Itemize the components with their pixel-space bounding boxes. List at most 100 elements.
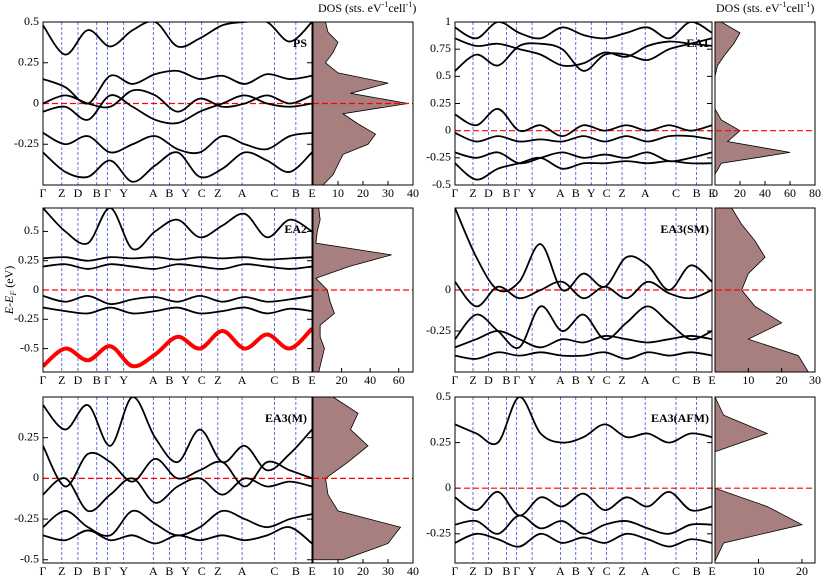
k-point-label: Z <box>58 186 65 200</box>
k-point-label: Γ <box>513 186 520 200</box>
dos-area <box>714 22 791 185</box>
k-point-label: D <box>74 564 83 578</box>
k-point-label: C <box>198 564 206 578</box>
y-tick-label: -0.25 <box>426 526 451 540</box>
y-tick-label: -0.25 <box>14 511 39 525</box>
k-point-label: B <box>292 564 300 578</box>
k-point-label: E <box>308 373 315 387</box>
panel-label: EA3(SM) <box>660 222 709 236</box>
k-point-label: Z <box>469 373 476 387</box>
k-point-label: B <box>93 373 101 387</box>
y-tick-label: 0 <box>33 470 39 484</box>
dos-tick-label: 30 <box>809 373 821 387</box>
band-line <box>43 131 313 155</box>
dos-tick-label: 20 <box>357 186 369 200</box>
k-point-label: Γ <box>40 564 47 578</box>
dos-tick-label: 40 <box>407 186 419 200</box>
k-point-label: E <box>708 186 715 200</box>
dos-tick-label: 30 <box>382 186 394 200</box>
band-line <box>43 327 314 369</box>
y-tick-label: -0.5 <box>20 551 39 565</box>
band-line <box>455 37 713 72</box>
dos-tick-label: 40 <box>364 373 376 387</box>
dos-tick-label: 20 <box>796 564 808 578</box>
band-line <box>43 263 313 270</box>
k-point-label: B <box>292 186 300 200</box>
k-point-label: E <box>708 373 715 387</box>
band-line <box>43 256 313 262</box>
dos-tick-label: 80 <box>809 186 821 200</box>
k-point-label: Y <box>119 186 128 200</box>
dos-frame <box>714 396 816 564</box>
k-point-label: C <box>270 373 278 387</box>
band-line <box>43 306 313 315</box>
k-point-label: B <box>693 564 701 578</box>
k-point-label: B <box>165 373 173 387</box>
k-point-label: C <box>603 564 611 578</box>
y-tick-label: 0.5 <box>436 389 451 403</box>
band-line <box>455 37 713 67</box>
k-point-label: E <box>308 186 315 200</box>
k-point-label: Y <box>528 186 537 200</box>
k-point-label: B <box>502 186 510 200</box>
band-line <box>43 22 313 56</box>
dos-area <box>714 208 809 372</box>
k-point-label: C <box>603 373 611 387</box>
k-point-label: A <box>149 373 158 387</box>
k-point-label: B <box>693 373 701 387</box>
k-point-label: Y <box>587 564 596 578</box>
y-tick-label: 0.25 <box>18 55 39 69</box>
panel-label: EA3(M) <box>265 411 307 425</box>
k-point-label: A <box>238 373 247 387</box>
band-line <box>43 208 313 251</box>
k-point-label: B <box>502 564 510 578</box>
k-point-label: Y <box>181 373 190 387</box>
dos-tick-label: 20 <box>776 373 788 387</box>
dos-tick-label: 0 <box>712 186 718 200</box>
dos-tick-label: 20 <box>336 373 348 387</box>
k-point-label: B <box>93 186 101 200</box>
k-point-label: Z <box>214 564 221 578</box>
band-line <box>43 294 313 305</box>
band-frame <box>454 21 713 186</box>
k-point-label: B <box>572 373 580 387</box>
dos-frame <box>312 207 414 373</box>
band-frame <box>42 207 313 373</box>
band-line <box>455 208 713 293</box>
band-line <box>43 526 313 545</box>
y-tick-label: -0.25 <box>14 136 39 150</box>
y-axis-label: E-EF (eV) <box>2 266 18 316</box>
dos-tick-label: 10 <box>332 564 344 578</box>
k-point-label: Z <box>469 186 476 200</box>
k-point-label: B <box>693 186 701 200</box>
dos-frame <box>714 21 816 186</box>
k-point-label: Z <box>618 564 625 578</box>
band-line <box>43 397 313 472</box>
k-point-label: A <box>641 186 650 200</box>
y-tick-label: -0.5 <box>20 340 39 354</box>
k-point-label: D <box>74 186 83 200</box>
k-point-label: A <box>556 186 565 200</box>
k-point-label: A <box>556 373 565 387</box>
band-frame <box>454 396 713 564</box>
y-tick-label: -0.25 <box>426 150 451 164</box>
y-tick-label: 0.25 <box>18 429 39 443</box>
y-tick-label: 0.5 <box>24 14 39 28</box>
y-tick-label: 0 <box>33 282 39 296</box>
k-point-label: A <box>149 564 158 578</box>
k-point-label: C <box>198 373 206 387</box>
k-point-label: Z <box>618 373 625 387</box>
k-point-label: Z <box>214 186 221 200</box>
y-tick-label: 0.25 <box>430 434 451 448</box>
y-tick-label: 0.5 <box>436 68 451 82</box>
k-point-label: Γ <box>104 373 111 387</box>
band-line <box>455 330 713 349</box>
band-frame <box>454 207 713 373</box>
k-point-label: B <box>165 564 173 578</box>
k-point-label: Γ <box>452 373 459 387</box>
dos-frame <box>714 207 816 373</box>
k-point-label: Γ <box>40 373 47 387</box>
band-line <box>43 445 313 488</box>
dos-area <box>312 208 392 372</box>
k-point-label: B <box>292 373 300 387</box>
